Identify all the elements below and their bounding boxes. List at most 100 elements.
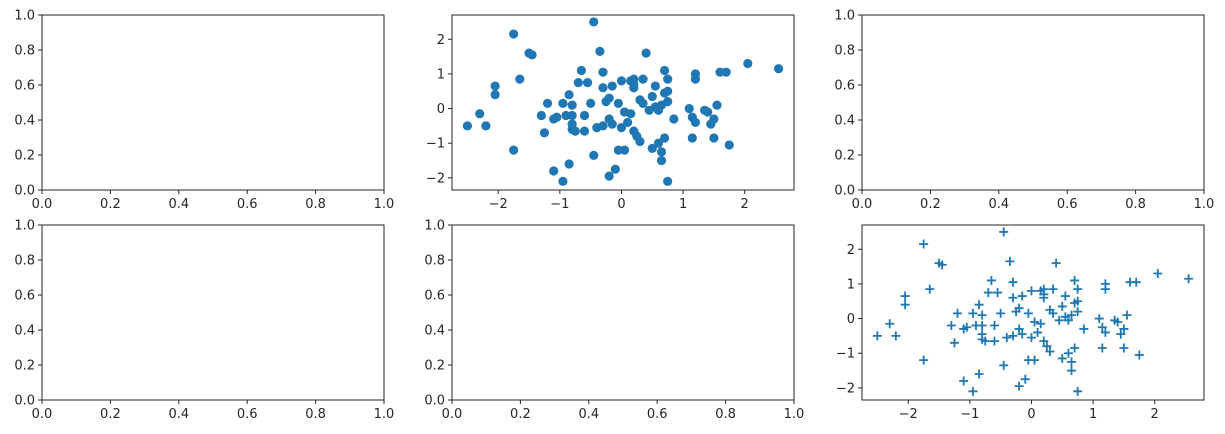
- data-point: [663, 176, 673, 186]
- data-point: [1073, 284, 1083, 294]
- y-tick-label: 0.0: [834, 184, 855, 199]
- data-point: [659, 65, 670, 76]
- data-point: [663, 97, 673, 107]
- y-tick-label: 0.4: [14, 114, 35, 129]
- x-tick-label: 0: [617, 197, 625, 212]
- data-point: [481, 121, 491, 131]
- data-point: [983, 288, 993, 298]
- y-tick-label: 0.6: [424, 289, 445, 304]
- y-tick-label: 0.4: [14, 324, 35, 339]
- data-point: [1033, 327, 1043, 337]
- data-point: [1131, 277, 1141, 287]
- x-tick-label: 0.0: [32, 197, 53, 212]
- data-point: [1017, 329, 1027, 339]
- data-point: [616, 76, 627, 86]
- y-tick-label: 0.8: [14, 254, 35, 269]
- data-point: [595, 46, 605, 56]
- data-point: [604, 171, 614, 181]
- data-point: [635, 136, 645, 147]
- data-point: [564, 90, 574, 100]
- chart-panel-2: −2 −1 0 1 2 −2 −1 0 1 2: [426, 14, 795, 212]
- x-tick-label: −1: [550, 197, 569, 212]
- chart-panel-5: 0.0 0.2 0.4 0.6 0.8 1.0 0.0 0.2 0.4 0.6 0.8 1.0: [424, 219, 804, 423]
- x-tick-label: 0.4: [168, 407, 189, 422]
- data-point: [891, 331, 901, 341]
- data-point: [999, 227, 1009, 237]
- data-point: [709, 133, 719, 143]
- x-tick-label: −2: [489, 197, 508, 212]
- data-point: [669, 114, 679, 124]
- axes-frame: [451, 224, 795, 401]
- data-point: [1008, 277, 1018, 287]
- data-point: [1122, 310, 1132, 320]
- axes-frame: [861, 14, 1205, 191]
- data-point: [1008, 331, 1018, 341]
- y-tick-label: 0.0: [424, 394, 445, 409]
- data-point: [974, 369, 984, 379]
- data-point: [993, 288, 1003, 298]
- x-tick-label: 0.0: [442, 407, 463, 422]
- x-tick-label: 1.0: [374, 197, 395, 212]
- data-point: [607, 119, 617, 129]
- y-tick-label: 0.6: [14, 289, 35, 304]
- data-point: [638, 98, 648, 108]
- y-tick-label: 1.0: [14, 219, 35, 234]
- data-point: [986, 275, 996, 285]
- data-point: [542, 98, 553, 108]
- y-tick-label: 1.0: [14, 9, 35, 24]
- data-point: [659, 133, 670, 143]
- data-point: [598, 121, 608, 131]
- chart-panel-4: 0.0 0.2 0.4 0.6 0.8 1.0 0.0 0.2 0.4 0.6 0.8 1.0: [14, 219, 394, 423]
- axes-frame: [451, 14, 795, 191]
- data-point: [586, 98, 596, 108]
- data-point: [1014, 303, 1024, 313]
- data-point: [616, 123, 627, 133]
- data-point: [582, 77, 593, 88]
- data-point: [996, 308, 1006, 318]
- y-tick-label: 0.0: [14, 184, 35, 199]
- data-point: [1134, 350, 1144, 360]
- data-point: [663, 74, 673, 84]
- data-point: [1020, 374, 1030, 384]
- y-tick-label: 0: [437, 102, 445, 117]
- data-point: [1063, 348, 1073, 358]
- x-tick-label: 0.4: [988, 197, 1009, 212]
- data-point: [509, 145, 519, 155]
- y-tick-label: 0.2: [14, 149, 35, 164]
- x-tick-label: 0.2: [100, 197, 121, 212]
- data-point: [1008, 293, 1018, 303]
- data-point: [872, 331, 882, 341]
- data-point: [690, 69, 701, 79]
- y-tick-label: 0.4: [424, 324, 445, 339]
- data-point: [656, 155, 667, 166]
- x-tick-label: 2: [741, 197, 749, 212]
- y-tick-label: 0.2: [424, 359, 445, 374]
- data-point: [968, 308, 978, 318]
- data-point: [999, 360, 1009, 370]
- x-tick-label: 1: [679, 197, 687, 212]
- data-point: [690, 117, 701, 128]
- data-point: [1026, 333, 1036, 343]
- data-point: [539, 128, 550, 138]
- data-point: [977, 310, 987, 320]
- data-point: [1017, 291, 1027, 301]
- data-point: [1073, 386, 1083, 396]
- data-point: [604, 93, 614, 103]
- data-point: [974, 300, 984, 310]
- data-point: [629, 74, 639, 84]
- data-point: [1116, 329, 1126, 339]
- data-point: [579, 126, 590, 136]
- x-tick-label: 0.4: [168, 197, 189, 212]
- data-point: [598, 67, 608, 77]
- x-tick-label: 0.6: [647, 407, 668, 422]
- data-point: [619, 107, 630, 117]
- x-tick-label: −1: [960, 407, 979, 422]
- data-point: [564, 159, 574, 169]
- data-point: [1030, 317, 1040, 327]
- y-tick-label: −1: [836, 347, 855, 362]
- data-point: [773, 64, 784, 74]
- data-point: [475, 109, 485, 119]
- data-point: [1100, 279, 1110, 289]
- y-tick-label: 1: [437, 67, 445, 82]
- data-point: [1026, 286, 1036, 296]
